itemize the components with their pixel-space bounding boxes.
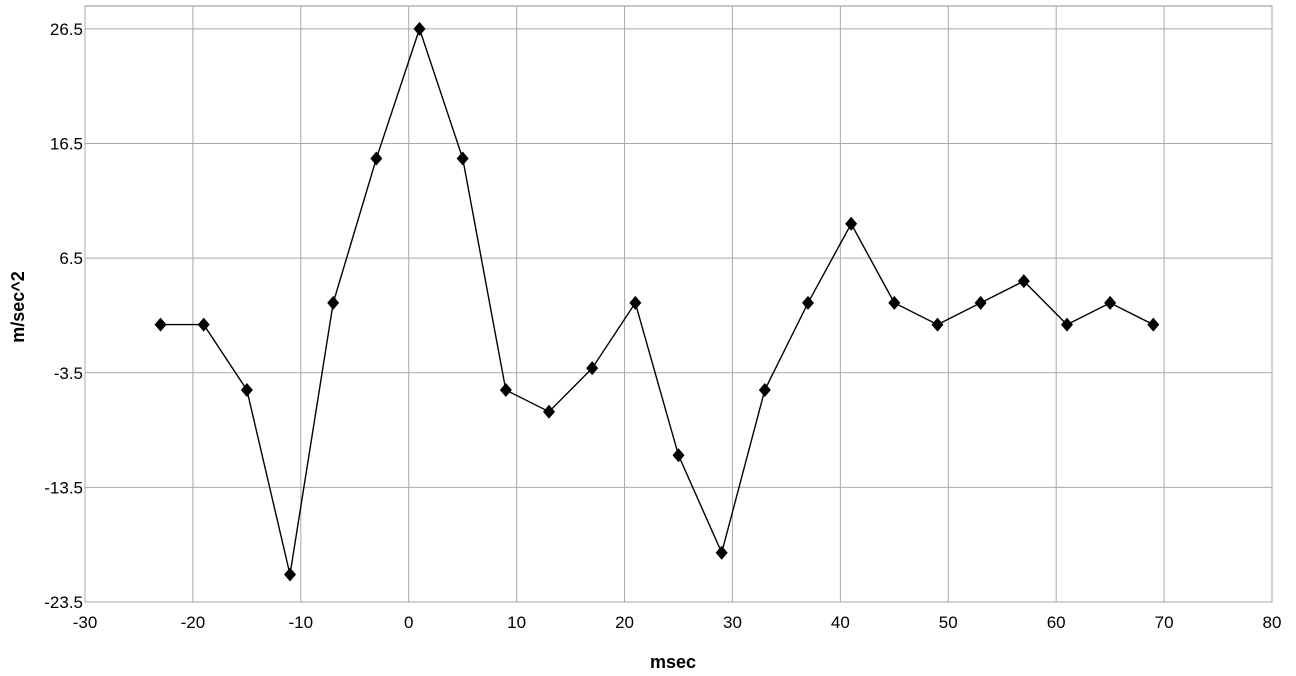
gridlines (84, 5, 1273, 603)
x-tick-label: 60 (1047, 613, 1066, 632)
data-point-marker (240, 382, 253, 397)
y-tick-label: -3.5 (54, 364, 83, 383)
data-point-marker (888, 295, 901, 310)
data-point-marker (1017, 274, 1030, 289)
x-tick-label: 30 (723, 613, 742, 632)
data-point-marker (758, 382, 771, 397)
data-point-marker (370, 151, 383, 166)
y-tick-label: 6.5 (59, 249, 83, 268)
data-point-marker (543, 404, 556, 419)
x-tick-label: 50 (939, 613, 958, 632)
data-point-marker (586, 361, 599, 376)
x-tick-label: 20 (615, 613, 634, 632)
x-tick-label: 80 (1263, 613, 1282, 632)
data-point-marker (931, 317, 944, 332)
data-series (154, 21, 1160, 582)
data-point-marker (715, 545, 728, 560)
data-point-marker (154, 317, 167, 332)
x-tick-label: 0 (404, 613, 413, 632)
data-point-marker (456, 151, 469, 166)
series-line (160, 26, 1154, 575)
data-point-marker (197, 317, 210, 332)
data-point-marker (1147, 317, 1160, 332)
x-tick-label: -30 (73, 613, 98, 632)
data-point-marker (974, 295, 987, 310)
data-point-marker (1060, 317, 1073, 332)
x-tick-label: -10 (289, 613, 314, 632)
data-point-marker (284, 567, 297, 582)
x-axis-title: msec (650, 652, 696, 672)
data-point-marker (499, 382, 512, 397)
x-tick-label: 70 (1155, 613, 1174, 632)
data-point-marker (327, 295, 340, 310)
data-point-marker (629, 295, 642, 310)
data-point-marker (801, 295, 814, 310)
x-tick-label: 40 (831, 613, 850, 632)
x-tick-label: 10 (507, 613, 526, 632)
plot-frame (84, 5, 1273, 603)
y-axis-title: m/sec^2 (8, 271, 28, 343)
data-point-marker (845, 216, 858, 231)
data-point-marker (413, 21, 426, 36)
x-tick-label: -20 (181, 613, 206, 632)
y-tick-label: -13.5 (44, 478, 83, 497)
y-tick-label: 26.5 (50, 20, 83, 39)
data-point-marker (1104, 295, 1117, 310)
y-tick-label: -23.5 (44, 593, 83, 612)
data-point-marker (672, 448, 685, 463)
axes: -30 -20 -10 0 10 20 30 40 50 60 70 80 -23.5 -13.5 -3.5… (44, 20, 1281, 632)
y-tick-label: 16.5 (50, 135, 83, 154)
